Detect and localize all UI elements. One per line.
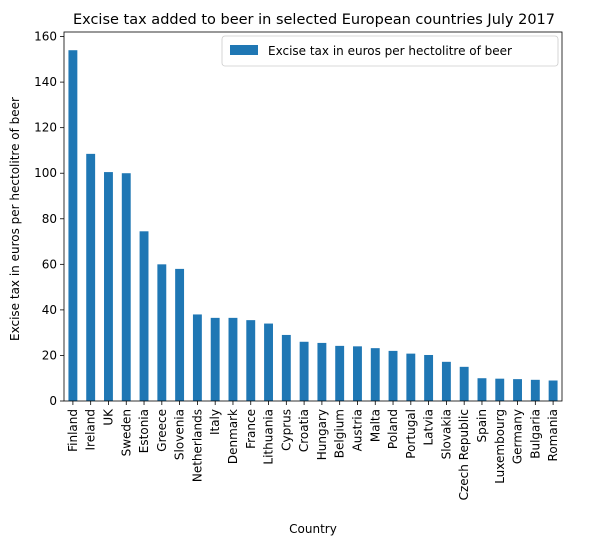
x-tick-label: Denmark: [226, 409, 240, 464]
y-tick-label: 40: [42, 303, 57, 317]
x-axis: Finland Ireland UK Sweden Estonia Greece Slove…: [66, 401, 560, 500]
x-tick-label: Hungary: [315, 409, 329, 460]
y-tick-label: 60: [42, 257, 57, 271]
legend-frame: [221, 35, 559, 67]
bar-portugal: [406, 353, 416, 401]
x-tick-label: Slovakia: [439, 409, 453, 459]
bar-spain: [477, 378, 487, 401]
x-tick-label: Ireland: [84, 409, 98, 451]
x-tick-label: Malta: [368, 409, 382, 442]
x-tick-label: Greece: [155, 409, 169, 452]
bar-poland: [388, 350, 398, 401]
x-tick-label: Slovenia: [173, 409, 187, 460]
legend: Excise tax in euros per hectolitre of be…: [221, 35, 559, 67]
x-tick-label: Germany: [511, 409, 525, 464]
bars-group: [68, 50, 558, 401]
bar-hungary: [317, 342, 327, 401]
bar-netherlands: [192, 314, 202, 401]
bar-latvia: [424, 354, 434, 401]
bar-luxembourg: [495, 378, 505, 401]
x-tick-label: Portugal: [404, 409, 418, 459]
bar-slovakia: [441, 361, 451, 401]
x-tick-label: Croatia: [297, 409, 311, 452]
x-tick-label: Finland: [66, 409, 80, 452]
x-tick-label: Cyprus: [279, 409, 293, 451]
x-tick-label: Sweden: [119, 409, 133, 456]
bar-cyprus: [281, 334, 291, 401]
y-tick-label: 160: [34, 30, 57, 44]
plot-frame: [63, 31, 563, 402]
x-tick-label: Netherlands: [190, 409, 204, 482]
x-tick-label: Poland: [386, 409, 400, 449]
chart-title: Excise tax added to beer in selected Eur…: [73, 12, 555, 28]
x-tick-label: Luxembourg: [493, 409, 507, 484]
x-tick-label: Lithuania: [262, 409, 276, 465]
x-tick-label: Austria: [350, 409, 364, 451]
y-tick-label: 120: [34, 121, 57, 135]
bar-germany: [513, 379, 522, 401]
x-tick-label: Spain: [475, 409, 489, 443]
legend-swatch: [230, 45, 258, 55]
y-tick-label: 140: [34, 75, 57, 89]
bar-croatia: [299, 341, 309, 401]
y-axis-label: Excise tax in euros per hectolitre of be…: [8, 97, 22, 341]
bar-lithuania: [264, 323, 273, 401]
y-tick-label: 20: [42, 348, 57, 362]
bar-romania: [548, 380, 558, 401]
bar-denmark: [228, 317, 238, 401]
bar-ireland: [86, 153, 96, 401]
y-tick-label: 100: [34, 166, 57, 180]
y-axis: 0 20 40 60 80 100 120 140 160: [34, 30, 64, 408]
x-tick-label: Czech Republic: [457, 409, 471, 500]
bar-slovenia: [175, 268, 185, 401]
x-tick-label: Estonia: [137, 409, 151, 453]
x-tick-label: Italy: [208, 409, 222, 435]
bar-greece: [157, 264, 167, 401]
bar-sweden: [121, 173, 131, 401]
legend-label: Excise tax in euros per hectolitre of be…: [268, 44, 512, 58]
y-tick-label: 0: [49, 394, 57, 408]
bar-belgium: [335, 345, 345, 401]
bar-uk: [104, 172, 113, 401]
x-tick-label: Romania: [546, 409, 560, 461]
x-tick-label: Belgium: [333, 409, 347, 458]
x-tick-label: France: [244, 409, 258, 449]
bar-malta: [370, 348, 380, 401]
x-tick-label: Bulgaria: [528, 409, 542, 459]
bar-finland: [68, 50, 78, 401]
x-tick-label: UK: [101, 408, 115, 426]
bar-czech-republic: [459, 366, 469, 401]
bar-austria: [353, 346, 362, 401]
y-tick-label: 80: [42, 212, 57, 226]
bar-france: [246, 320, 256, 401]
x-axis-label: Country: [289, 522, 337, 536]
bar-bulgaria: [530, 379, 540, 401]
bar-estonia: [139, 231, 149, 401]
bar-italy: [210, 317, 220, 401]
x-tick-label: Latvia: [422, 409, 436, 446]
